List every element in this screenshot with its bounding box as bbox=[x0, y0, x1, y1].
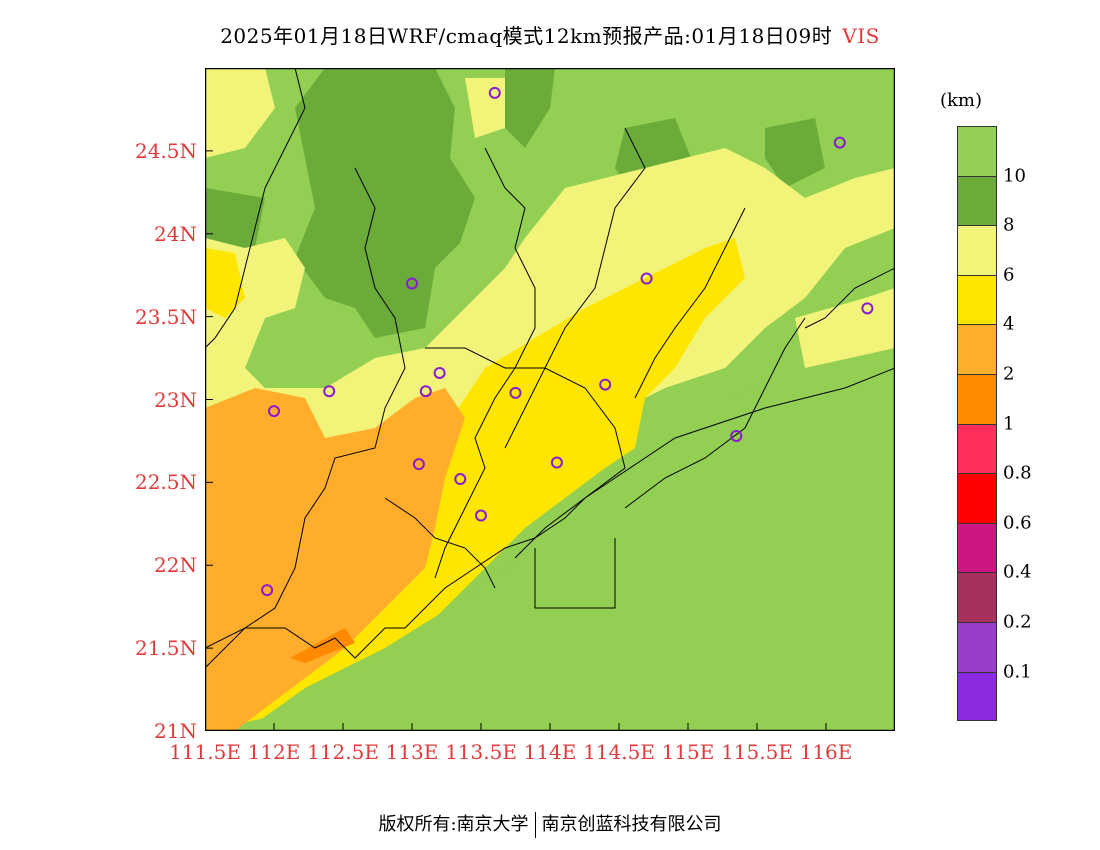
visibility-map bbox=[205, 68, 895, 731]
station-marker bbox=[550, 456, 563, 469]
map-title: 2025年01月18日WRF/cmaq模式12km预报产品:01月18日09时 V… bbox=[0, 20, 1100, 49]
colorbar-swatch bbox=[957, 671, 997, 722]
colorbar-swatch bbox=[957, 522, 997, 573]
lat-tick-label: 21.5N bbox=[134, 636, 197, 661]
footer-separator bbox=[534, 812, 536, 838]
vis-band-2-4 bbox=[205, 388, 465, 731]
vis-band-1-2 bbox=[290, 628, 355, 663]
colorbar-label: 0.6 bbox=[1003, 512, 1032, 534]
station-marker bbox=[268, 405, 280, 418]
vis-band-8-10 bbox=[205, 68, 825, 338]
station-marker bbox=[509, 386, 522, 399]
lon-tick-label: 114.5E bbox=[583, 740, 655, 764]
station-marker bbox=[730, 429, 743, 442]
colorbar-swatch bbox=[957, 572, 997, 622]
colorbar-swatch bbox=[957, 324, 997, 374]
station-marker bbox=[433, 366, 446, 379]
footer: 版权所有:南京大学 南京创蓝科技有限公司 bbox=[0, 810, 1100, 838]
station-marker bbox=[323, 385, 336, 398]
colorbar-swatch bbox=[957, 274, 997, 325]
station-marker bbox=[488, 86, 501, 99]
sea-area bbox=[245, 348, 895, 731]
colorbar-label: 8 bbox=[1003, 214, 1015, 236]
station-marker bbox=[475, 509, 487, 522]
colorbar-swatch bbox=[957, 423, 997, 474]
colorbar-label: 4 bbox=[1003, 313, 1015, 335]
lat-tick-label: 21N bbox=[154, 719, 197, 743]
lon-tick-label: 114E bbox=[523, 740, 577, 764]
colorbar bbox=[957, 126, 997, 722]
colorbar-swatch bbox=[957, 175, 997, 226]
station-marker bbox=[261, 584, 274, 597]
station-marker bbox=[833, 136, 846, 149]
colorbar-label: 6 bbox=[1003, 264, 1015, 286]
colorbar-swatch bbox=[957, 473, 997, 523]
lon-tick-label: 115.5E bbox=[721, 740, 793, 764]
colorbar-label: 0.2 bbox=[1003, 611, 1032, 633]
lon-tick-label: 113.5E bbox=[445, 740, 517, 764]
lat-tick-label: 23N bbox=[154, 387, 197, 412]
lon-tick-label: 113E bbox=[385, 740, 439, 764]
lat-tick-label: 24N bbox=[154, 221, 197, 246]
footer-copyright: 版权所有:南京大学 bbox=[378, 814, 529, 835]
title-text: 2025年01月18日WRF/cmaq模式12km预报产品:01月18日09时 bbox=[220, 24, 833, 48]
station-markers bbox=[261, 86, 874, 597]
coastline bbox=[205, 367, 895, 659]
station-marker bbox=[640, 272, 653, 285]
colorbar-label: 1 bbox=[1003, 413, 1015, 435]
colorbar-unit: (km) bbox=[940, 90, 983, 111]
station-marker bbox=[454, 473, 467, 486]
vis-band-6-8 bbox=[205, 68, 895, 508]
lon-tick-label: 111.5E bbox=[169, 740, 241, 764]
lat-tick-label: 22.5N bbox=[134, 470, 197, 495]
station-marker bbox=[599, 378, 612, 391]
lat-tick-label: 24.5N bbox=[134, 138, 197, 163]
lon-tick-label: 112.5E bbox=[307, 740, 379, 764]
admin-boundaries bbox=[205, 68, 895, 669]
station-marker bbox=[412, 458, 425, 471]
colorbar-swatch bbox=[957, 621, 997, 672]
lon-tick-label: 112E bbox=[247, 740, 301, 764]
station-marker bbox=[406, 277, 418, 290]
lat-tick-label: 23.5N bbox=[134, 304, 197, 329]
station-marker bbox=[419, 385, 432, 398]
colorbar-swatch bbox=[957, 126, 997, 176]
colorbar-label: 10 bbox=[1003, 165, 1026, 187]
colorbar-swatch bbox=[957, 225, 997, 275]
colorbar-label: 0.8 bbox=[1003, 462, 1032, 484]
lon-tick-label: 116E bbox=[799, 740, 853, 764]
colorbar-label: 0.4 bbox=[1003, 561, 1032, 583]
colorbar-label: 0.1 bbox=[1003, 661, 1032, 683]
station-marker bbox=[861, 302, 874, 315]
colorbar-swatch bbox=[957, 373, 997, 424]
colorbar-label: 2 bbox=[1003, 363, 1015, 385]
title-variable: VIS bbox=[842, 24, 880, 48]
footer-company: 南京创蓝科技有限公司 bbox=[541, 814, 722, 835]
lat-tick-label: 22N bbox=[154, 553, 197, 578]
lon-tick-label: 115E bbox=[661, 740, 715, 764]
